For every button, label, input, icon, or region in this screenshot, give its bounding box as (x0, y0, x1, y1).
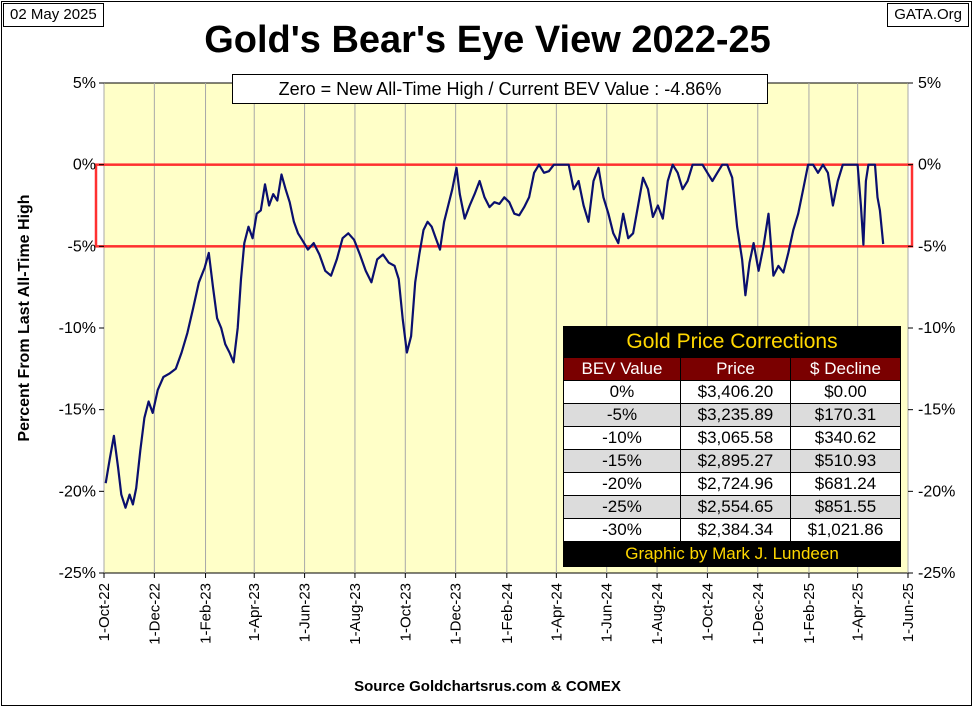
table-cell: $170.31 (789, 403, 902, 427)
table-cell: $1,021.86 (789, 518, 902, 542)
x-tick-label: 1-Feb-24 (499, 583, 516, 644)
x-tick-label: 1-Dec-24 (750, 583, 767, 645)
x-tick-label: 1-Dec-22 (146, 583, 163, 645)
table-row: -20% $2,724.96 $681.24 (563, 472, 902, 496)
x-tick-label: 1-Dec-23 (448, 583, 465, 645)
table-cell: -5% (563, 403, 681, 427)
table-row: -10% $3,065.58 $340.62 (563, 426, 902, 450)
x-tick-label: 1-Oct-23 (397, 583, 414, 641)
date-label: 02 May 2025 (3, 3, 104, 27)
table-cell: 0% (563, 380, 681, 404)
bev-annotation: Zero = New All-Time High / Current BEV V… (232, 74, 768, 104)
x-tick-label: 1-Jun-24 (599, 583, 616, 642)
x-tick-label: 1-Feb-23 (198, 583, 215, 644)
table-row: 0% $3,406.20 $0.00 (563, 380, 902, 404)
x-tick-label: 1-Apr-25 (850, 583, 867, 641)
table-column-header: Price (679, 357, 791, 381)
y-tick-label-right: -15% (918, 402, 955, 419)
table-cell: $0.00 (789, 380, 902, 404)
table-row: -5% $3,235.89 $170.31 (563, 403, 902, 427)
source-label: GATA.Org (887, 3, 969, 27)
table-cell: -15% (563, 449, 681, 473)
y-tick-label-left: 0% (73, 157, 96, 174)
y-tick-label-right: -10% (918, 320, 955, 337)
y-tick-label-left: 5% (73, 75, 96, 92)
table-cell: $681.24 (789, 472, 902, 496)
y-axis-right: 5% 0% -5% -10% -15% -20% -25% (908, 75, 955, 582)
y-tick-label-right: 5% (918, 75, 941, 92)
y-tick-label-right: -25% (918, 565, 955, 582)
table-cell: -20% (563, 472, 681, 496)
chart-title: Gold's Bear's Eye View 2022-25 (204, 19, 771, 61)
y-axis-label: Percent From Last All-Time High (16, 194, 33, 441)
x-tick-label: 1-Apr-24 (548, 583, 565, 641)
table-row: -15% $2,895.27 $510.93 (563, 449, 902, 473)
y-tick-label-right: -20% (918, 483, 955, 500)
table-row: -30% $2,384.34 $1,021.86 (563, 518, 902, 542)
table-cell: $3,235.89 (679, 403, 791, 427)
highlight-band (94, 163, 914, 248)
y-tick-label-right: -5% (918, 238, 946, 255)
gold-price-corrections-table: Gold Price Corrections BEV Value Price $ D… (563, 326, 902, 567)
table-cell: -30% (563, 518, 681, 542)
y-axis-left: 5% 0% -5% -10% -15% -20% -25% (59, 75, 104, 582)
table-column-header: $ Decline (789, 357, 902, 381)
x-tick-label: 1-Aug-24 (649, 583, 666, 645)
y-tick-label-left: -20% (59, 483, 96, 500)
table-column-header: BEV Value (563, 357, 681, 381)
x-tick-label: 1-Oct-24 (699, 583, 716, 641)
table-cell: -25% (563, 495, 681, 519)
series-layer (104, 163, 885, 509)
x-tick-label: 1-Apr-23 (246, 583, 263, 641)
x-tick-label: 1-Aug-23 (347, 583, 364, 645)
table-cell: $510.93 (789, 449, 902, 473)
table-cell: $2,895.27 (679, 449, 791, 473)
table-cell: $2,554.65 (679, 495, 791, 519)
x-tick-label: 1-Feb-25 (801, 583, 818, 644)
table-cell: $2,724.96 (679, 472, 791, 496)
y-tick-label-left: -10% (59, 320, 96, 337)
x-axis: 1-Oct-22 1-Dec-22 1-Feb-23 1-Apr-23 1-Jun-23… (96, 573, 917, 645)
y-tick-label-left: -5% (68, 238, 96, 255)
table-body: 0% $3,406.20 $0.00 -5% $3,235.89 $170.31 -10% $… (563, 380, 902, 542)
table-row: -25% $2,554.65 $851.55 (563, 495, 902, 519)
table-footer: Graphic by Mark J. Lundeen (563, 541, 901, 567)
table-cell: $3,406.20 (679, 380, 791, 404)
bev-series-line (104, 163, 885, 509)
x-tick-label: 1-Jun-25 (900, 583, 917, 642)
bev-range-box (94, 163, 914, 248)
table-cell: -10% (563, 426, 681, 450)
x-axis-label: Source Goldchartsrus.com & COMEX (354, 678, 621, 695)
y-tick-label-right: 0% (918, 157, 941, 174)
x-tick-label: 1-Jun-23 (297, 583, 314, 642)
table-cell: $3,065.58 (679, 426, 791, 450)
table-cell: $2,384.34 (679, 518, 791, 542)
table-cell: $851.55 (789, 495, 902, 519)
x-tick-label: 1-Oct-22 (96, 583, 113, 641)
y-tick-label-left: -15% (59, 402, 96, 419)
table-title: Gold Price Corrections (563, 326, 901, 358)
table-cell: $340.62 (789, 426, 902, 450)
table-header-row: BEV Value Price $ Decline (563, 357, 902, 381)
y-tick-label-left: -25% (59, 565, 96, 582)
